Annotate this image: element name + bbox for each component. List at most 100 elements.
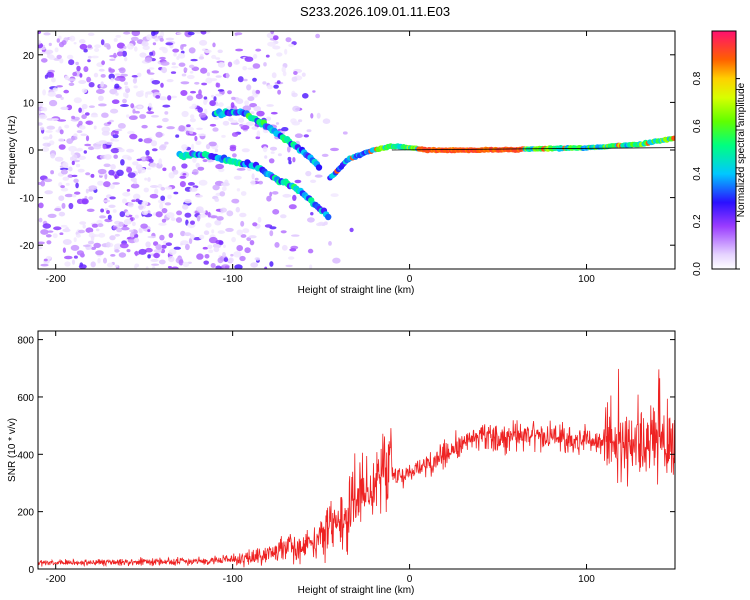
spectral-noise-blob [198, 112, 207, 118]
spectral-noise-blob [215, 57, 221, 60]
spectral-noise-blob [95, 228, 100, 232]
spectral-noise-blob [153, 249, 162, 253]
spectral-noise-blob [221, 134, 226, 138]
spectral-noise-blob [195, 162, 200, 168]
spectral-noise-blob [152, 266, 156, 269]
spectral-noise-blob [62, 176, 70, 181]
spectral-noise-blob [166, 79, 174, 83]
spectral-noise-blob [192, 157, 197, 164]
spectral-noise-blob [113, 154, 118, 159]
spectral-noise-blob [212, 42, 216, 48]
spectral-noise-blob [62, 161, 69, 168]
spectral-noise-blob [97, 257, 101, 264]
spectral-noise-blob [236, 188, 241, 192]
spectral-noise-blob [112, 134, 119, 139]
spectral-noise-blob [138, 228, 142, 233]
spectral-noise-blob [75, 61, 79, 66]
spectral-noise-blob [119, 243, 129, 249]
spectral-noise-blob [161, 244, 167, 249]
spectral-noise-blob [114, 249, 120, 253]
spectral-noise-blob [78, 125, 86, 130]
spectral-noise-blob [144, 177, 148, 181]
spectral-noise-blob [145, 91, 153, 95]
spectral-noise-blob [292, 157, 296, 163]
spectral-noise-blob [109, 54, 118, 58]
spectral-noise-blob [240, 220, 245, 227]
spectral-noise-blob [255, 48, 262, 52]
spectral-noise-blob [256, 110, 265, 117]
spectral-noise-blob [165, 186, 173, 190]
colorbar-label: Normalized spectral amplitude [736, 82, 747, 217]
spectral-noise-blob [227, 61, 233, 68]
spectral-noise-blob [91, 223, 99, 228]
spectral-noise-blob [316, 222, 323, 227]
spectral-noise-blob [195, 140, 202, 145]
spectral-noise-blob [265, 116, 272, 121]
spectral-noise-blob [86, 76, 91, 83]
spectral-noise-blob [65, 226, 70, 232]
spectral-noise-blob [197, 166, 205, 171]
spectral-noise-blob [183, 67, 188, 72]
spectral-noise-blob [167, 95, 172, 101]
spectral-noise-blob [187, 182, 195, 186]
spectral-noise-blob [90, 235, 95, 242]
spectral-noise-blob [94, 48, 100, 52]
spectral-noise-blob [241, 148, 250, 153]
spectral-noise-blob [249, 240, 255, 246]
spectral-noise-blob [247, 67, 255, 70]
spectral-noise-blob [100, 39, 105, 46]
spectral-noise-blob [230, 102, 235, 109]
spectral-noise-blob [195, 194, 203, 198]
spectral-noise-blob [40, 180, 46, 187]
spectral-noise-blob [93, 125, 97, 130]
spectral-noise-blob [168, 249, 177, 255]
spectral-noise-blob [254, 177, 259, 181]
spectral-noise-blob [89, 231, 94, 236]
spectral-noise-blob [80, 133, 87, 137]
spectral-noise-blob [307, 217, 315, 223]
spectral-noise-blob [218, 240, 224, 246]
spectral-noise-blob [298, 119, 303, 123]
spectral-noise-blob [143, 187, 149, 193]
spectral-noise-blob [52, 233, 58, 239]
spectral-noise-blob [236, 168, 246, 171]
spectral-noise-blob [196, 215, 201, 222]
spectral-noise-blob [235, 58, 240, 65]
snr-xtick-label: -100 [223, 574, 243, 585]
spectral-noise-blob [222, 244, 226, 248]
spectral-noise-blob [61, 202, 66, 209]
spectral-noise-blob [56, 85, 63, 88]
spectral-noise-blob [187, 31, 195, 36]
spectral-noise-blob [88, 146, 95, 151]
spectral-noise-blob [224, 265, 230, 269]
spectral-noise-blob [115, 34, 121, 38]
spectral-noise-blob [58, 211, 66, 217]
spectral-noise-blob [158, 259, 166, 265]
spectral-noise-blob [176, 32, 182, 35]
spectral-noise-blob [189, 130, 194, 135]
spectral-noise-blob [59, 58, 64, 64]
spectral-trace-blob [325, 213, 332, 221]
spectral-noise-blob [118, 252, 127, 258]
spectral-noise-blob [52, 87, 58, 92]
spectral-noise-blob [151, 263, 160, 266]
spectral-noise-blob [268, 158, 275, 164]
spectral-noise-blob [38, 122, 43, 126]
spectral-noise-blob [98, 95, 104, 102]
spectral-noise-blob [189, 64, 195, 69]
spectral-noise-blob [145, 266, 149, 269]
spectral-noise-blob [46, 240, 52, 245]
spectral-noise-blob [291, 234, 300, 237]
spectral-noise-blob [157, 183, 163, 189]
spectral-noise-blob [181, 163, 188, 169]
spectral-noise-blob [163, 240, 167, 244]
spectral-noise-blob [180, 230, 186, 237]
spectral-noise-blob [316, 112, 321, 119]
spectral-noise-blob [269, 226, 277, 230]
spectral-noise-blob [38, 202, 44, 209]
spectral-noise-blob [149, 185, 159, 188]
spectrogram-xtick-label: -100 [223, 274, 243, 285]
spectral-noise-blob [128, 115, 138, 120]
spectral-noise-blob [254, 257, 261, 261]
